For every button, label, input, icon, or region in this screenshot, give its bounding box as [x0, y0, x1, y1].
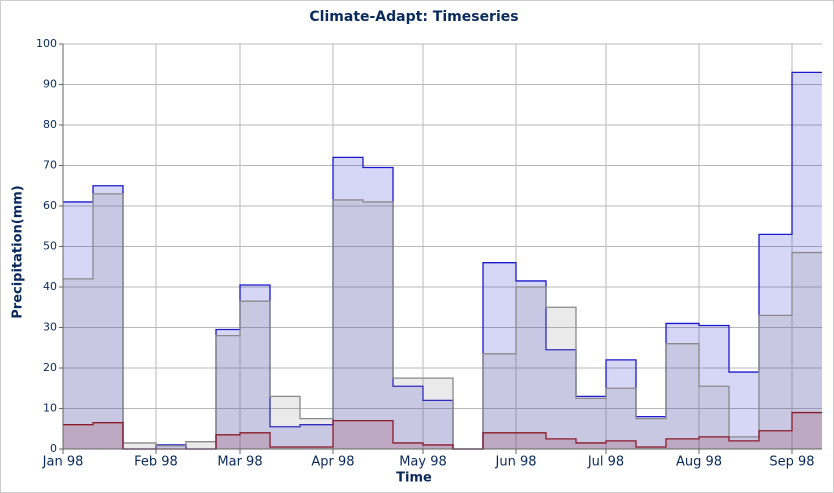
step-bar: [483, 262, 516, 449]
step-bar: [333, 420, 363, 449]
step-bar: [363, 201, 393, 449]
x-tick-label: Mar 98: [217, 455, 262, 470]
step-bar: [186, 441, 216, 449]
step-bar: [393, 378, 423, 449]
step-bar: [666, 438, 699, 449]
step-bar: [423, 378, 453, 449]
step-bar: [576, 396, 606, 449]
step-bar: [300, 424, 333, 449]
step-bar: [576, 398, 606, 449]
y-tick-label: 40: [43, 280, 57, 293]
step-bar: [123, 442, 156, 449]
step-bar: [240, 301, 270, 449]
step-bar: [792, 72, 822, 449]
step-bar: [240, 432, 270, 449]
step-bar: [606, 388, 636, 449]
x-tick-label: Feb 98: [134, 455, 178, 470]
step-bar: [156, 444, 186, 449]
step-bar: [516, 287, 546, 449]
step-bar: [606, 359, 636, 449]
y-tick-label: 20: [43, 361, 57, 374]
step-bar: [270, 396, 300, 449]
step-bar: [63, 424, 93, 449]
step-bar: [423, 444, 453, 449]
step-bar: [483, 432, 516, 449]
step-bar: [546, 349, 576, 449]
step-bar: [636, 416, 666, 449]
step-bar: [363, 167, 393, 449]
step-bar: [729, 436, 759, 449]
step-bar: [666, 323, 699, 449]
step-bar: [216, 329, 240, 449]
x-tick-label: May 98: [399, 455, 447, 470]
x-tick-label: Aug 98: [676, 455, 722, 470]
step-bar: [93, 422, 123, 449]
y-tick-label: 90: [43, 78, 57, 91]
y-tick-label: 80: [43, 118, 57, 131]
step-bar: [63, 201, 93, 449]
step-bar: [576, 442, 606, 449]
step-bar: [333, 157, 363, 449]
step-bar: [666, 343, 699, 449]
y-axis-label: Precipitation(mm): [11, 185, 26, 319]
step-bar: [729, 372, 759, 449]
chart-title: Climate-Adapt: Timeseries: [309, 9, 518, 25]
step-bar: [93, 185, 123, 449]
step-bar: [423, 400, 453, 449]
x-tick-label: Sep 98: [769, 455, 814, 470]
step-bar: [546, 438, 576, 449]
step-bar: [363, 420, 393, 449]
y-tick-label: 10: [43, 402, 57, 415]
x-axis-label: Time: [396, 471, 432, 486]
step-bar: [93, 193, 123, 449]
step-bar: [270, 426, 300, 449]
y-tick-label: 30: [43, 321, 57, 334]
x-tick-label: Jun 98: [495, 455, 537, 470]
step-bar: [216, 434, 240, 449]
y-tick-label: 100: [36, 37, 57, 50]
x-tick-label: Jul 98: [587, 455, 624, 470]
step-bar: [63, 278, 93, 449]
y-tick-label: 70: [43, 159, 57, 172]
step-bar: [792, 412, 822, 449]
y-tick-label: 60: [43, 199, 57, 212]
y-tick-label: 0: [50, 442, 57, 455]
step-bar: [636, 418, 666, 449]
step-bar: [699, 436, 729, 449]
step-bar: [393, 386, 423, 449]
step-bar: [393, 442, 423, 449]
step-outline: [63, 193, 822, 450]
step-bar: [333, 199, 363, 449]
step-bar: [792, 252, 822, 449]
step-bar: [759, 430, 792, 449]
step-bar: [270, 446, 300, 449]
x-tick-label: Jan 98: [42, 455, 84, 470]
y-tick-label: 50: [43, 240, 57, 253]
step-bar: [156, 445, 186, 449]
step-bar: [606, 440, 636, 449]
step-bar: [729, 440, 759, 449]
step-bar: [516, 432, 546, 449]
step-bar: [759, 234, 792, 449]
step-bar: [216, 335, 240, 449]
step-bar: [546, 307, 576, 449]
step-bar: [516, 280, 546, 449]
step-bar: [699, 386, 729, 449]
step-bar: [300, 446, 333, 449]
step-bar: [699, 325, 729, 449]
step-bar: [300, 418, 333, 449]
x-tick-label: Apr 98: [311, 455, 354, 470]
step-bar: [240, 284, 270, 449]
step-bar: [636, 446, 666, 449]
step-bar: [759, 315, 792, 449]
